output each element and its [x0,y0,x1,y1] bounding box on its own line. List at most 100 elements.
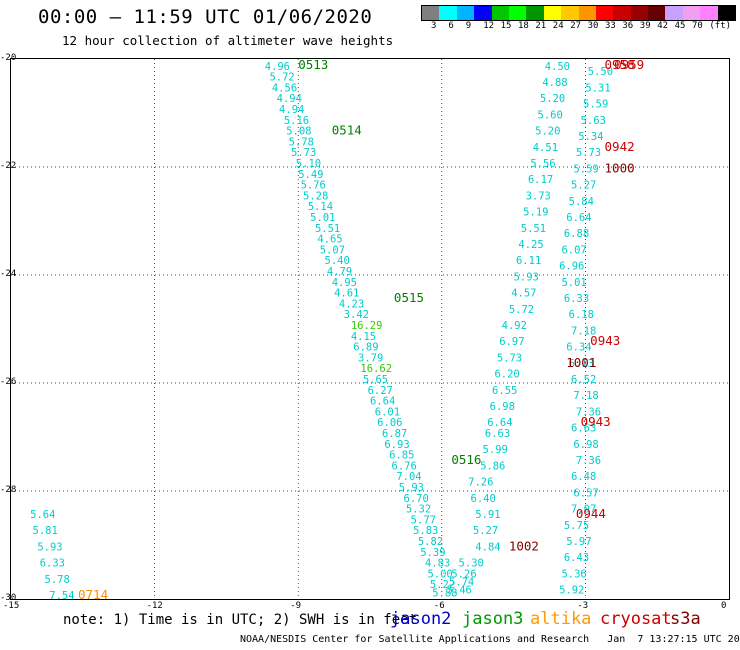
color-scale-label: 27 [570,21,582,31]
wave-height-point: 6.85 [389,450,414,462]
y-tick-label: -20 [0,53,17,63]
wave-height-point: 5.36 [561,568,586,580]
wave-height-point: 5.73 [497,352,522,364]
wave-height-point: 6.87 [382,428,407,440]
wave-height-point: 6.98 [490,401,515,413]
wave-height-point: 5.59 [583,99,608,111]
wave-height-point: 5.64 [30,509,55,521]
color-scale-label: 33 [605,21,616,31]
wave-height-point: 5.83 [413,525,438,537]
pass-time-label: 0515 [394,290,424,305]
wave-height-point: 4.92 [502,320,527,332]
legend-item-s3a: s3a [670,609,701,629]
wave-height-point: 4.65 [317,234,342,246]
footer-timestamp: Jan 7 13:27:15 UTC 2020 [607,634,740,645]
footer-credit: NOAA/NESDIS Center for Satellite Applica… [240,634,740,645]
pass-time-label: 1001 [566,355,596,370]
color-scale-label: 9 [465,21,472,31]
wave-height-point: 5.00 [427,568,452,580]
wave-height-point: 5.20 [540,93,565,105]
wave-height-point: 4.96 [265,61,290,73]
wave-height-point: 4.94 [279,104,304,116]
wave-height-point: 5.93 [37,541,62,553]
wave-height-point: 6.93 [384,439,409,451]
wave-height-point: 4.56 [272,82,297,94]
wave-height-point: 5.93 [399,482,424,494]
wave-height-point: 4.94 [277,93,302,105]
wave-height-point: 5.26 [451,568,476,580]
wave-height-point: 7.36 [576,406,601,418]
color-swatch [648,6,666,20]
footer-org: NOAA/NESDIS Center for Satellite Applica… [240,634,590,645]
wave-height-point: 5.20 [535,126,560,138]
pass-time-label: 0714 [78,587,108,599]
wave-height-point: 5.99 [482,444,507,456]
wave-height-point: 6.43 [564,552,589,564]
color-scale-label: 30 [587,21,599,31]
color-scale-label: 45 [674,21,686,31]
wave-height-point: 5.32 [406,504,431,516]
wave-height-point: 6.52 [571,374,596,386]
legend-item-jason3: jason3 [462,609,524,629]
wave-height-point: 6.96 [559,261,584,273]
wave-height-point: 3.42 [344,309,369,321]
color-scale-label: 3 [431,21,437,31]
wave-height-point: 3.79 [358,352,383,364]
wave-height-point: 5.88 [432,587,457,599]
wave-height-point: 6.55 [492,385,517,397]
wave-height-point: 5.78 [289,136,314,148]
color-swatch [665,6,683,20]
wave-height-point: 4.23 [339,298,364,310]
wave-height-point: 6.34 [566,342,591,354]
wave-height-point: 6.27 [368,385,393,397]
wave-height-point: 4.25 [518,239,543,251]
color-scale-label: 12 [483,21,495,31]
wave-height-point: 5.73 [576,147,601,159]
wave-height-point: 6.33 [40,558,65,570]
wave-height-point: 5.27 [473,525,498,537]
color-scale-label: 15 [500,21,512,31]
wave-height-point: 5.60 [538,109,563,121]
wave-height-point: 6.07 [561,244,586,256]
plot-svg: 4.965.724.564.944.945.165.085.785.735.10… [11,59,729,599]
color-swatch [561,6,579,20]
wave-height-point: 6.57 [573,487,598,499]
wave-height-point: 5.65 [363,374,388,386]
wave-height-point: 5.63 [581,115,606,127]
wave-height-point: 6.01 [375,406,400,418]
color-swatch [456,6,475,20]
legend-item-cryosat: cryosat [600,609,672,629]
pass-time-label: 1000 [605,160,635,175]
legend-item-altika: altika [530,609,592,629]
wave-height-point: 6.76 [392,460,417,472]
color-swatch [700,6,718,20]
wave-height-point: 7.36 [576,455,601,467]
wave-height-point: 6.98 [573,439,598,451]
map-plot[interactable]: 4.96 5.72 4.56 4.94 4.94 5.16 5.08 5.78 5.73 5.10… [10,58,730,600]
wave-height-point: 16.62 [360,363,392,375]
color-scale-label: 39 [639,21,651,31]
wave-height-point: 6.63 [571,423,596,435]
wave-height-point: 5.22 [430,579,455,591]
wave-height-point: 16.29 [351,320,383,332]
wave-height-point: 7.26 [468,477,493,489]
wave-height-point: 5.40 [325,255,350,267]
color-swatch [491,6,509,20]
wave-height-point: 5.10 [296,158,321,170]
y-tick-label: -28 [0,485,17,495]
wave-height-point: 5.77 [411,514,436,526]
wave-height-point: 5.76 [301,180,326,192]
color-swatch [543,6,562,20]
wave-height-point: 6.13 [569,358,594,370]
wave-height-point: 5.92 [559,585,584,597]
pass-time-label: 0514 [332,123,362,138]
wave-height-point: 6.64 [566,212,591,224]
wave-height-point: 7.07 [571,504,596,516]
wave-height-point: 6.33 [564,293,589,305]
pass-time-label: 0943 [590,333,620,348]
y-tick-label: -26 [0,377,17,387]
y-tick-label: -24 [0,269,17,279]
wave-height-point: 7.18 [573,390,598,402]
color-swatch [682,6,701,20]
wave-height-point: 5.28 [303,190,328,202]
